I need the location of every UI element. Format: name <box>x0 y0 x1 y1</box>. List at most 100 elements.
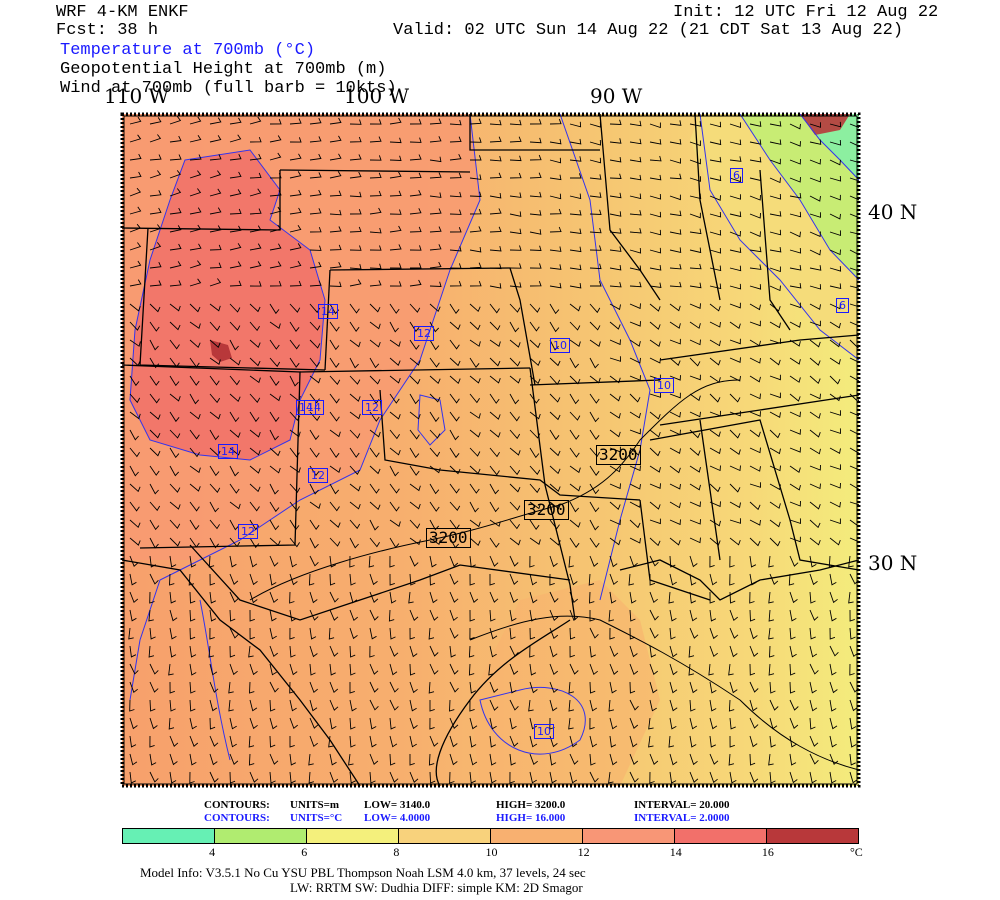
wind-barb <box>749 573 757 586</box>
wind-barb <box>269 519 280 531</box>
wind-barb <box>509 263 522 269</box>
wind-barb <box>648 735 654 748</box>
wind-barb <box>289 207 302 215</box>
wind-barb <box>749 139 762 145</box>
wind-barb <box>589 209 602 215</box>
wind-barb <box>709 339 721 347</box>
wind-barb <box>849 735 857 748</box>
wind-barb <box>509 228 522 235</box>
wind-barb <box>229 208 242 215</box>
wind-barb <box>549 157 562 164</box>
wind-barb <box>529 339 541 349</box>
wind-barb <box>289 483 301 493</box>
wind-barb <box>549 246 562 252</box>
temperature-contour-label: 12 <box>308 468 328 483</box>
wind-barb <box>769 717 778 730</box>
wind-barb <box>269 135 282 143</box>
wind-barb <box>209 699 218 712</box>
wind-barb <box>149 207 162 215</box>
wind-barb <box>529 663 537 676</box>
wind-barb <box>849 483 859 490</box>
wind-barb <box>709 121 722 128</box>
wind-barb <box>729 591 736 604</box>
wind-barb <box>749 537 761 547</box>
wind-barb <box>249 681 255 694</box>
wind-barb <box>529 119 542 125</box>
wind-barb <box>169 483 181 493</box>
wind-barb <box>329 483 340 495</box>
field-wind: Wind at 700mb (full barb = 10kts) <box>60 79 397 98</box>
wind-barb <box>709 139 722 146</box>
wind-barb <box>688 645 695 658</box>
wind-barb <box>129 771 136 784</box>
wind-barb <box>289 501 300 512</box>
wind-barb <box>849 159 859 164</box>
wind-barb <box>749 303 761 311</box>
wind-barb <box>229 555 237 568</box>
wind-barb <box>789 555 799 567</box>
wind-barb <box>349 119 362 125</box>
wind-barb <box>169 280 182 287</box>
wind-barb <box>429 118 442 125</box>
wind-barb <box>629 393 641 403</box>
wind-barb <box>849 645 858 658</box>
wind-barb <box>569 375 581 385</box>
wind-barb <box>469 303 481 313</box>
colorbar-swatch <box>399 829 491 843</box>
wind-barb <box>569 573 578 586</box>
wind-barb <box>308 573 315 586</box>
wind-barb <box>189 681 196 694</box>
colorbar-tick-label: 10 <box>485 845 498 859</box>
wind-barb <box>789 176 801 183</box>
wind-barb <box>609 411 621 419</box>
wind-barb <box>409 555 419 567</box>
wind-barb <box>169 154 182 161</box>
wind-barb <box>789 429 801 435</box>
wind-barb <box>249 717 258 730</box>
wind-barb <box>209 339 221 349</box>
wind-barb <box>709 393 721 403</box>
wind-barb <box>209 519 220 530</box>
wind-barb <box>349 483 361 492</box>
wind-barb <box>229 465 239 477</box>
wind-barb <box>269 735 276 748</box>
wind-barb <box>569 627 576 640</box>
wind-barb <box>189 339 201 349</box>
height-interval: INTERVAL= 20.000 <box>634 799 730 811</box>
wind-barb <box>549 483 561 492</box>
wind-barb <box>169 357 180 368</box>
wind-barb <box>169 447 180 459</box>
wind-barb <box>729 283 742 290</box>
wind-barb <box>509 155 522 162</box>
wind-barb <box>469 118 482 125</box>
wind-barb <box>369 717 377 730</box>
wind-barb <box>149 501 161 512</box>
wind-barb <box>129 501 140 512</box>
wind-barb <box>549 645 558 658</box>
wind-barb <box>689 393 701 402</box>
wind-barb <box>309 189 322 197</box>
wind-barb <box>369 519 379 531</box>
wind-barb <box>289 429 301 438</box>
wind-barb <box>569 121 582 128</box>
wind-barb <box>589 303 601 314</box>
wind-barb <box>649 392 661 398</box>
wind-barb <box>589 483 600 495</box>
wind-barb <box>749 212 761 219</box>
wind-barb <box>729 338 741 345</box>
wind-barb <box>129 447 140 458</box>
wind-barb <box>769 465 781 472</box>
wind-barb <box>509 375 521 384</box>
wind-barb <box>349 191 362 198</box>
wind-barb <box>529 573 538 586</box>
wind-barb <box>229 393 241 403</box>
wind-barb <box>229 447 241 456</box>
wind-barb <box>729 321 741 330</box>
colorbar-swatch <box>307 829 399 843</box>
wind-barb <box>329 411 340 422</box>
wind-barb <box>229 225 242 233</box>
wind-barb <box>729 247 742 253</box>
wind-barb <box>369 136 382 143</box>
wind-barb <box>809 122 821 128</box>
wind-barb <box>349 699 357 712</box>
